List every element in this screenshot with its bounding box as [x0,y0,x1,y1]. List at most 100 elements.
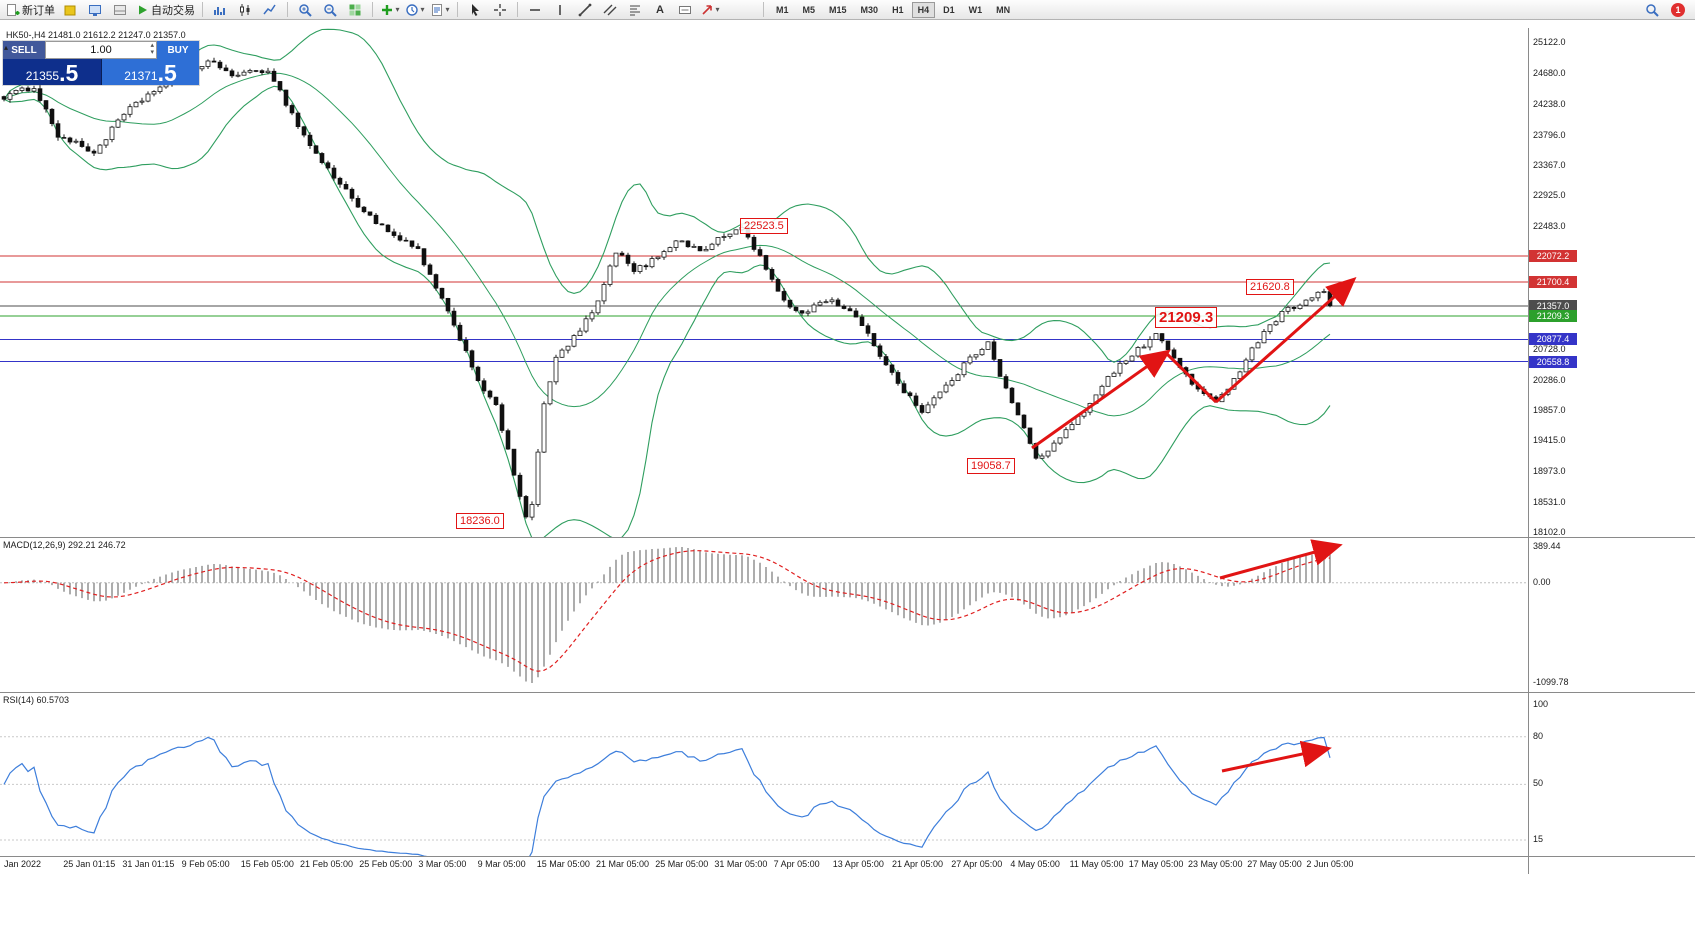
date-label: 23 May 05:00 [1188,859,1243,869]
chevron-down-icon: ▾ [445,5,450,14]
date-label: 9 Mar 05:00 [477,859,526,869]
timeframe-button-h1[interactable]: H1 [892,4,904,15]
date-label: 15 Feb 05:00 [240,859,294,869]
zoom-in-button[interactable] [293,1,317,19]
periods-button[interactable]: ▾ [403,1,427,19]
arrow-tool-icon [702,4,713,15]
terminal-button[interactable] [108,1,132,19]
timeframe-button-m15[interactable]: M15 [829,4,847,15]
panel-separator[interactable] [0,692,1695,693]
new-order-label: 新订单 [22,4,55,17]
trend-arrow[interactable] [1031,349,1171,450]
volume-down-icon[interactable]: ▾ [150,49,154,56]
zoom-in-icon [299,3,312,17]
macd-indicator-canvas[interactable] [0,537,1695,692]
clock-icon [406,3,419,16]
volume-up-icon[interactable]: ▴ [150,42,154,49]
cursor-button[interactable] [463,1,487,19]
editor-icon [64,5,76,15]
fibonacci-icon [630,5,640,15]
trend-arrow[interactable] [1221,740,1332,773]
date-label: 25 Feb 05:00 [359,859,413,869]
date-label: 2 Jun 05:00 [1306,859,1354,869]
chevron-down-icon: ▾ [395,5,400,14]
trend-arrow[interactable] [1219,539,1343,580]
auto-trading-button[interactable]: 自动交易 [133,1,197,19]
date-label: 25 Jan 01:15 [63,859,116,869]
date-label: 11 May 05:00 [1069,859,1124,869]
date-label: 9 Feb 05:00 [181,859,230,869]
new-order-button[interactable]: 新订单 [4,1,57,19]
panel-separator[interactable] [0,537,1695,538]
sell-price[interactable]: 21355.5 [3,59,101,85]
text-icon: A [656,3,664,16]
date-label: 17 May 05:00 [1128,859,1184,869]
line-chart-button[interactable] [258,1,282,19]
timeframe-button-h4[interactable]: H4 [911,1,936,18]
panel-collapse-button[interactable]: ▴ [4,43,9,52]
date-label: 4 May 05:00 [1010,859,1060,869]
candlestick-chart-icon [240,3,250,16]
timeframe-button-m30[interactable]: M30 [860,4,879,15]
templates-button[interactable]: ▾ [428,1,452,19]
toolbar-separator [763,2,764,17]
price-chart-canvas[interactable] [0,28,1695,537]
text-tool-button[interactable]: A [648,1,672,19]
volume-field[interactable]: 1.00 ▴ ▾ [45,41,157,59]
zoom-out-icon [324,3,337,17]
arrows-tool-button[interactable]: ▾ [698,1,722,19]
timeframe-button-m5[interactable]: M5 [802,4,816,15]
buy-price-pips: .5 [157,60,177,86]
date-label: 31 Jan 01:15 [122,859,175,869]
label-tool-button[interactable] [673,1,697,19]
notification-badge[interactable]: 1 [1671,2,1685,17]
rsi-indicator-canvas[interactable] [0,692,1695,856]
cursor-icon [472,3,479,16]
buy-price-main: 21371 [124,69,158,83]
date-label: 25 Mar 05:00 [655,859,709,869]
channel-tool-button[interactable] [598,1,622,19]
label-icon [679,5,691,14]
timeframe-button-mn[interactable]: MN [996,4,1011,15]
trend-arrow[interactable] [1215,277,1357,404]
trendline-tool-button[interactable] [573,1,597,19]
zoom-out-button[interactable] [318,1,342,19]
sell-price-main: 21355 [25,69,60,83]
sell-button[interactable]: SELL [3,41,45,59]
date-label: 15 Mar 05:00 [536,859,590,869]
timeframe-button-w1[interactable]: W1 [968,4,983,15]
vertical-line-icon [559,4,561,15]
auto-trading-label: 自动交易 [151,4,195,17]
candlestick-chart-button[interactable] [233,1,257,19]
editor-button[interactable] [58,1,82,19]
timeframe-button-d1[interactable]: D1 [943,4,955,15]
timeframe-toolbar: M1 M5 M15 M30 H1 H4 D1 W1 MN [769,1,1017,18]
market-watch-button[interactable] [83,1,107,19]
buy-price[interactable]: 21371.5 [101,59,199,85]
horizontal-line-icon [530,8,540,11]
buy-button[interactable]: BUY [157,41,199,59]
date-label: 21 Feb 05:00 [300,859,354,869]
date-label: 27 Apr 05:00 [951,859,1003,869]
indicators-button[interactable]: ▾ [378,1,402,19]
timeframe-button-m1[interactable]: M1 [776,4,789,15]
toolbar-separator [517,2,518,17]
bar-chart-button[interactable] [208,1,232,19]
chevron-down-icon: ▾ [715,5,720,14]
template-icon [432,3,443,16]
fibonacci-tool-button[interactable] [623,1,647,19]
date-label: 21 Mar 05:00 [596,859,650,869]
trend-arrow[interactable] [1164,351,1218,404]
date-label: Jan 2022 [4,859,42,869]
rsi-header: RSI(14) 60.5703 [3,695,70,705]
vline-tool-button[interactable] [548,1,572,19]
tile-windows-button[interactable] [343,1,367,19]
date-label: 31 Mar 05:00 [714,859,768,869]
search-button[interactable] [1640,1,1664,19]
one-click-trading-panel: SELL 1.00 ▴ ▾ BUY 21355.5 21371.5 [3,41,199,85]
sell-price-pips: .5 [59,60,79,86]
toolbar-separator [202,2,203,17]
toolbar-separator [372,2,373,17]
hline-tool-button[interactable] [523,1,547,19]
crosshair-button[interactable] [488,1,512,19]
